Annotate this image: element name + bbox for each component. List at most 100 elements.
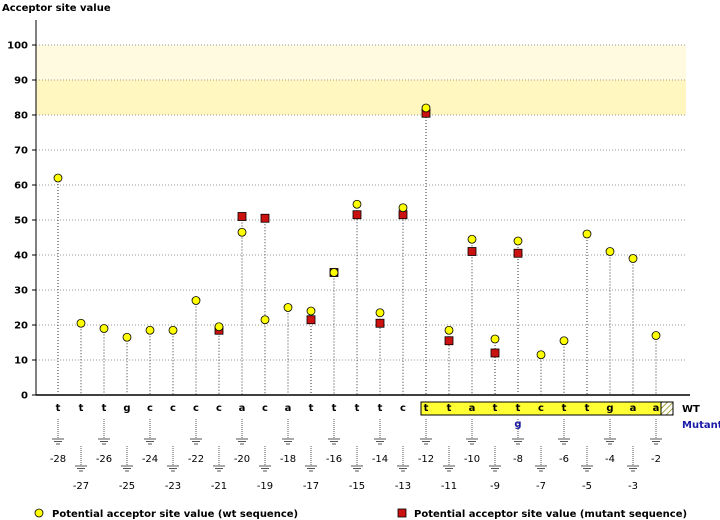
position-label-lower: -13 [395,481,411,492]
position-label-upper: -26 [96,454,112,465]
wt-base-label: a [469,403,476,414]
legend-mutant-marker [397,508,407,518]
wt-point [421,103,431,113]
wt-base-label: c [170,403,176,414]
position-label-upper: -12 [418,454,434,465]
position-label-lower: -9 [490,481,500,492]
wt-base-label: a [239,403,246,414]
highlight-band-group [36,45,686,115]
sequence-hatch-end [660,401,674,416]
wt-base-label: c [538,403,544,414]
mutant-base-label: g [514,419,521,430]
wt-base-label: g [606,403,613,414]
wt-point [76,318,86,328]
y-tick-label: 50 [14,216,28,227]
wt-point [651,331,661,340]
wt-point [605,247,615,256]
position-label-lower: -21 [211,481,227,492]
wt-point [283,303,293,312]
wt-base-label: a [630,403,637,414]
wt-point [237,227,247,237]
wt-base-label: t [424,403,429,414]
wt-base-label: t [332,403,337,414]
stems-group [57,108,657,395]
wt-base-label: c [400,403,406,414]
wt-point [444,325,454,335]
legend-wt-label: Potential acceptor site value (wt sequen… [52,509,298,520]
mutant-point [306,315,316,325]
mutant-point [513,248,523,258]
wt-base-label: t [355,403,360,414]
wt-base-label: t [447,403,452,414]
mutant-point [237,212,247,221]
wt-base-label: t [516,403,521,414]
wt-base-label: c [193,403,199,414]
wt-point [582,229,592,239]
wt-point [375,308,385,318]
wt-point [559,336,569,346]
position-label-upper: -8 [513,454,523,465]
positions-group: -28 -26 -24 -22 -20 -18 -16 -14 -12 -10 -8 -6 -4 -2 -2… [50,419,662,492]
wt-base-label: a [653,403,660,414]
legend-mutant-label: Potential acceptor site value (mutant se… [414,509,687,520]
highlight-band-inner [36,80,686,115]
wt-point [145,325,155,335]
y-tick-label: 0 [21,391,28,402]
wt-base-label: c [147,403,153,414]
wt-point [214,322,224,332]
mutant-point [444,336,454,346]
position-label-lower: -7 [536,481,546,492]
position-label-upper: -20 [234,454,250,465]
position-label-lower: -11 [441,481,457,492]
wt-point [490,334,500,344]
wt-point [306,306,316,316]
mutant-point [260,213,270,223]
wt-base-label: t [79,403,84,414]
position-label-lower: -5 [582,481,592,492]
legend-group: Potential acceptor site value (wt sequen… [34,508,687,520]
position-label-upper: -28 [50,454,66,465]
wt-base-label: a [285,403,292,414]
position-label-lower: -19 [257,481,273,492]
position-label-lower: -15 [349,481,365,492]
wt-base-label: t [102,403,107,414]
y-tick-label: 20 [14,321,28,332]
mutant-row-label: Mutant [682,420,720,431]
mutant-point [467,247,477,256]
axes-group: 0 10 20 30 40 50 60 70 80 90 100 [7,20,690,402]
position-label-upper: -22 [188,454,204,465]
wt-base-label: c [262,403,268,414]
position-label-upper: -4 [605,454,615,465]
wt-point [168,325,178,335]
wt-point [122,332,132,342]
position-label-upper: -16 [326,454,342,465]
wt-point [352,199,362,209]
position-label-upper: -2 [651,454,661,465]
position-label-lower: -25 [119,481,135,492]
wt-base-label: g [123,403,130,414]
y-tick-label: 30 [14,286,28,297]
mutant-point [352,210,362,220]
wt-base-label: t [56,403,61,414]
y-tick-label: 80 [14,111,28,122]
position-label-upper: -10 [464,454,480,465]
grid-group [36,44,686,361]
wt-base-label: t [585,403,590,414]
wt-base-label: t [562,403,567,414]
wt-base-label: c [216,403,222,414]
marks-group [53,103,661,360]
legend-wt-marker [34,508,44,518]
wt-base-label: t [378,403,383,414]
position-label-lower: -3 [628,481,638,492]
y-tick-label: 100 [7,41,28,52]
wt-point [191,296,201,305]
y-tick-label: 70 [14,146,28,157]
wt-point [628,254,638,263]
y-axis-label: Acceptor site value [2,3,111,14]
position-label-lower: -23 [165,481,181,492]
position-label-upper: -18 [280,454,296,465]
wt-point [260,315,270,325]
wt-point [536,350,546,360]
